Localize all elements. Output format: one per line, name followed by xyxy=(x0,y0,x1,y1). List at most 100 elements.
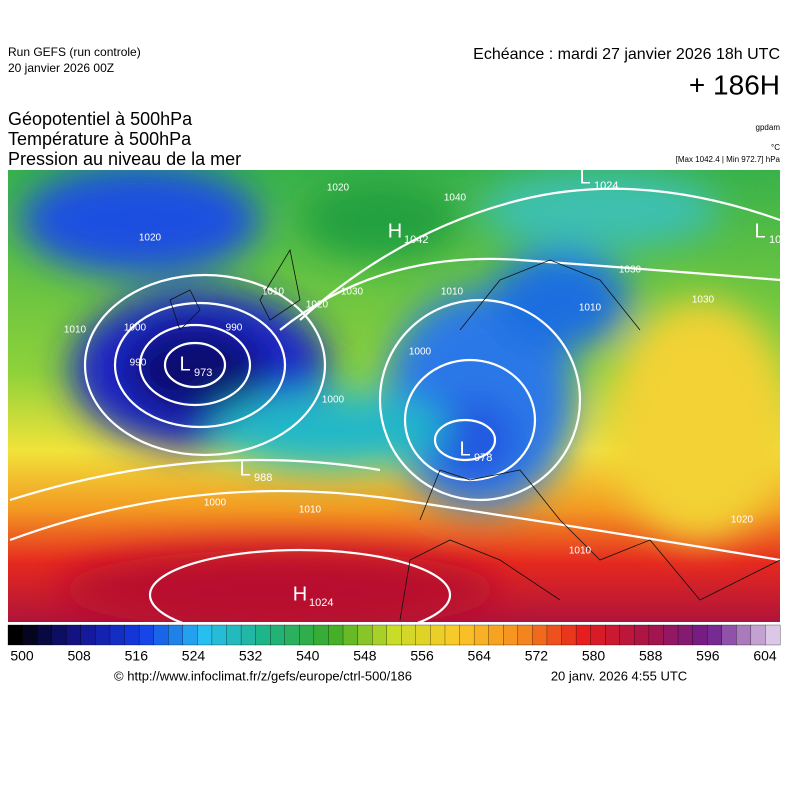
isobar-label: 1020 xyxy=(306,300,329,311)
colorbar-swatch xyxy=(66,624,82,646)
isobar-label: 990 xyxy=(130,358,147,369)
colorbar-swatch xyxy=(517,624,533,646)
isobar-label: 1030 xyxy=(341,287,364,298)
source-url: © http://www.infoclimat.fr/z/gefs/europe… xyxy=(114,668,412,683)
isobar-label: 1030 xyxy=(692,295,715,306)
isobar-label: 1010 xyxy=(569,546,592,557)
center-pressure: 988 xyxy=(254,472,272,484)
colorbar-tick-label: 524 xyxy=(182,648,206,664)
isobar-label: 1010 xyxy=(64,325,87,336)
isobar-label: 1030 xyxy=(619,265,642,276)
colorbar-swatch xyxy=(226,624,242,646)
center-letter: L xyxy=(179,353,190,375)
colorbar-swatch xyxy=(750,624,766,646)
colorbar-swatch xyxy=(270,624,286,646)
colorbar-swatch xyxy=(328,624,344,646)
colorbar-tick-label: 572 xyxy=(525,648,549,664)
colorbar-swatch xyxy=(561,624,577,646)
colorbar-tick-label: 596 xyxy=(696,648,720,664)
colorbar-swatch xyxy=(634,624,650,646)
isobar-label: 1010 xyxy=(299,505,322,516)
colorbar-swatch xyxy=(503,624,519,646)
field-title: Pression au niveau de la mer xyxy=(8,149,241,169)
colorbar-swatch xyxy=(197,624,213,646)
colorbar-swatch xyxy=(95,624,111,646)
colorbar-swatch xyxy=(124,624,140,646)
isobar-label: 1010 xyxy=(579,303,602,314)
colorbar-swatch xyxy=(313,624,329,646)
colorbar-swatch xyxy=(663,624,679,646)
colorbar-swatch xyxy=(342,624,359,646)
colorbar-swatch xyxy=(707,624,723,646)
colorbar-swatch xyxy=(532,624,548,646)
colorbar-swatch xyxy=(677,624,694,646)
colorbar-swatch xyxy=(648,624,664,646)
field-title: Géopotentiel à 500hPa xyxy=(8,109,193,129)
colorbar-swatch xyxy=(168,624,184,646)
map xyxy=(8,170,780,622)
colorbar-tick-label: 532 xyxy=(239,648,263,664)
colorbar-tick-label: 500 xyxy=(10,648,34,664)
colorbar-swatch xyxy=(36,624,53,646)
generated-time: 20 janv. 2026 4:55 UTC xyxy=(551,668,687,683)
colorbar-swatch xyxy=(7,624,24,646)
colorbar-swatch xyxy=(80,624,96,646)
colorbar-swatch xyxy=(357,624,373,646)
center-letter: L xyxy=(459,438,470,460)
center-letter: L xyxy=(579,166,590,188)
colorbar-swatch xyxy=(605,624,621,646)
colorbar-swatch xyxy=(459,624,475,646)
colorbar-tick-label: 516 xyxy=(125,648,149,664)
colorbar-swatch xyxy=(22,624,38,646)
colorbar-swatch xyxy=(153,624,169,646)
colorbar-swatch xyxy=(430,624,446,646)
colorbar-swatch xyxy=(255,624,271,646)
colorbar-swatch xyxy=(575,624,592,646)
center-pressure: 1024 xyxy=(594,180,618,192)
colorbar-swatch xyxy=(488,624,504,646)
colorbar-swatch xyxy=(284,624,300,646)
center-pressure: 973 xyxy=(194,367,212,379)
colorbar-swatch xyxy=(619,624,635,646)
isobar-label: 1000 xyxy=(204,498,227,509)
center-letter: L xyxy=(754,220,765,242)
unit-temp: °C xyxy=(771,143,780,152)
isobar-label: 1000 xyxy=(322,395,345,406)
colorbar-swatch xyxy=(692,624,708,646)
field-title: Température à 500hPa xyxy=(8,129,192,149)
colorbar-swatch xyxy=(211,624,227,646)
center-letter: H xyxy=(388,220,402,242)
colorbar-swatch xyxy=(372,624,388,646)
center-letter: L xyxy=(239,458,250,480)
run-label: Run GEFS (run controle) xyxy=(8,45,141,59)
center-pressure: 1042 xyxy=(404,234,428,246)
colorbar-tick-label: 508 xyxy=(67,648,91,664)
run-date: 20 janvier 2026 00Z xyxy=(8,61,114,75)
colorbar-swatch xyxy=(590,624,606,646)
center-pressure: 1024 xyxy=(309,597,333,609)
colorbar-swatch xyxy=(736,624,752,646)
lead-time: + 186H xyxy=(689,69,780,100)
colorbar-swatch xyxy=(721,624,737,646)
isobar-label: 1020 xyxy=(327,183,350,194)
colorbar-swatch xyxy=(138,624,155,646)
extremes: [Max 1042.4 | Min 972.7] hPa xyxy=(676,155,781,164)
isobar-label: 1010 xyxy=(441,287,464,298)
unit-geo: gpdam xyxy=(756,123,781,132)
colorbar-tick-label: 564 xyxy=(468,648,492,664)
center-pressure: 978 xyxy=(474,452,492,464)
isobar-label: 1020 xyxy=(731,515,754,526)
valid-time: Echéance : mardi 27 janvier 2026 18h UTC xyxy=(473,46,780,63)
colorbar-tick-label: 604 xyxy=(753,648,777,664)
colorbar-tick-label: 556 xyxy=(410,648,434,664)
colorbar-swatch xyxy=(109,624,125,646)
colorbar-swatch xyxy=(473,624,490,646)
center-pressure: 10 xyxy=(769,234,781,246)
colorbar-swatch xyxy=(546,624,562,646)
colorbar-tick-label: 588 xyxy=(639,648,663,664)
center-letter: H xyxy=(293,583,307,605)
colorbar-tick-label: 540 xyxy=(296,648,320,664)
colorbar-swatch xyxy=(386,624,402,646)
isobar-label: 1000 xyxy=(124,323,147,334)
